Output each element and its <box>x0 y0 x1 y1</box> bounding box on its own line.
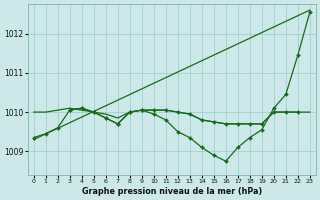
X-axis label: Graphe pression niveau de la mer (hPa): Graphe pression niveau de la mer (hPa) <box>82 187 262 196</box>
